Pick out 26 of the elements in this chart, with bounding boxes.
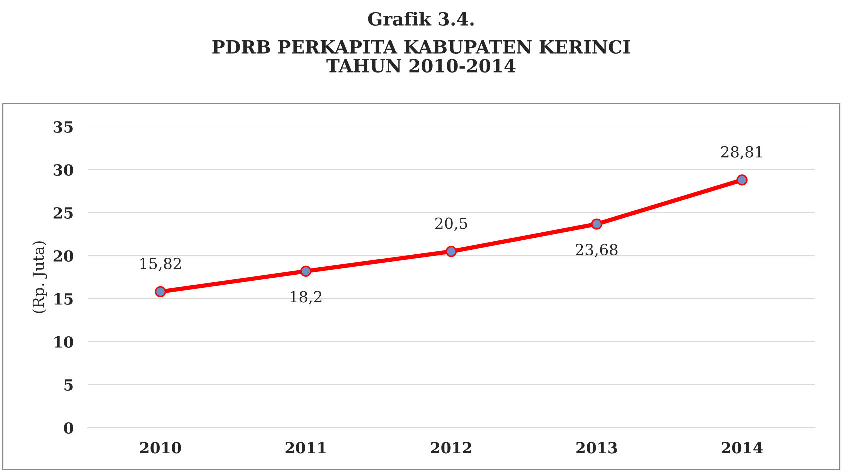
data-label: 23,68 — [576, 244, 618, 258]
chart-title: Grafik 3.4. — [368, 12, 474, 26]
y-tick-label: 20 — [54, 250, 74, 262]
point — [736, 174, 748, 186]
point — [446, 246, 458, 258]
y-tick-label: 5 — [64, 380, 73, 392]
x-tick-label: 2013 — [576, 442, 618, 454]
y-tick-label: 30 — [54, 164, 74, 176]
y-tick-label: 0 — [64, 422, 74, 434]
y-tick-label: 15 — [54, 293, 73, 306]
point — [591, 218, 602, 230]
y-tick-label: 10 — [54, 336, 74, 348]
data-label: 15,82 — [140, 258, 182, 272]
chart-subtitle: PDRB PERKAPITA KABUPATEN KERINCI TAHUN 2010-2014 — [212, 40, 630, 73]
x-tick-label: 2010 — [140, 442, 182, 454]
point — [155, 286, 166, 298]
data-label: 18,2 — [290, 291, 322, 305]
x-tick-label: 2012 — [431, 442, 472, 454]
y-tick-label: 25 — [54, 207, 73, 220]
y-tick-label: 35 — [54, 121, 73, 134]
data-label: 28,81 — [721, 146, 762, 160]
x-tick-label: 2011 — [286, 442, 326, 454]
x-tick-label: 2014 — [722, 442, 763, 454]
y-axis-title: (Rp. Juta) — [32, 242, 48, 314]
point — [300, 266, 312, 278]
data-label: 20,5 — [436, 218, 468, 232]
